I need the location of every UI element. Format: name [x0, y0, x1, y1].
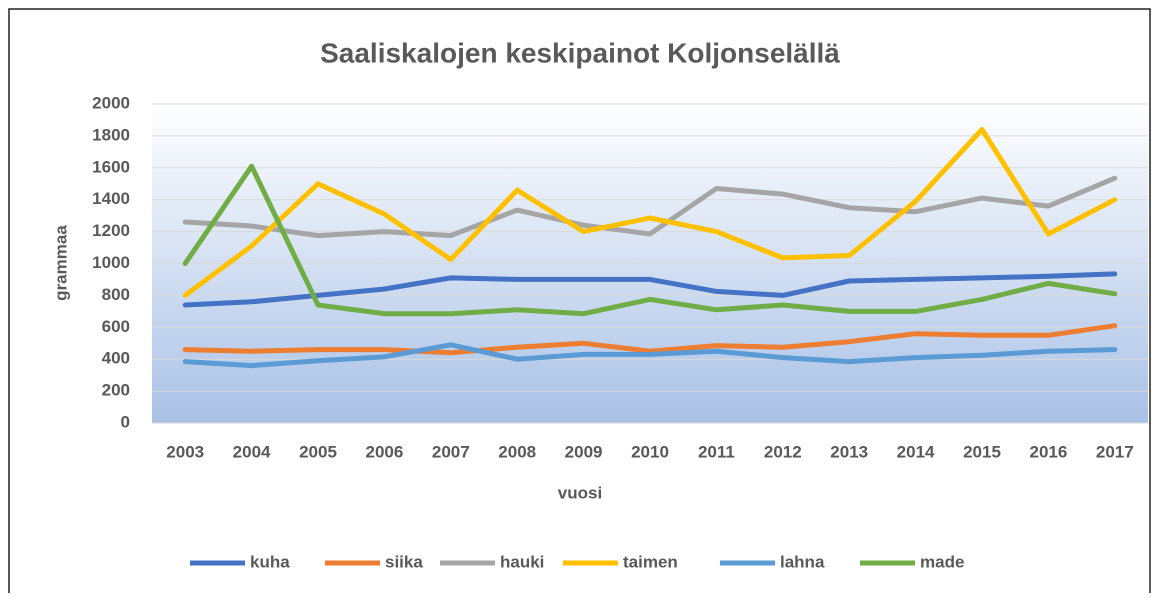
y-tick-label: 1400	[92, 189, 130, 208]
x-tick-label: 2007	[432, 442, 470, 461]
x-tick-label: 2016	[1029, 442, 1067, 461]
x-tick-label: 2012	[764, 442, 802, 461]
y-tick-label: 400	[102, 349, 130, 368]
x-tick-label: 2003	[166, 442, 204, 461]
series-line	[182, 175, 1118, 239]
x-tick-label: 2015	[963, 442, 1001, 461]
series-line	[182, 323, 1118, 356]
legend-label: siika	[385, 552, 423, 571]
series-line	[182, 163, 1118, 317]
y-tick-label: 0	[121, 412, 130, 431]
y-tick-label: 800	[102, 285, 130, 304]
x-axis-label: vuosi	[558, 483, 602, 502]
y-axis-label: grammaa	[51, 225, 70, 301]
x-tick-label: 2011	[698, 442, 735, 461]
x-tick-label: 2009	[565, 442, 603, 461]
x-tick-label: 2005	[299, 442, 337, 461]
legend-label: made	[920, 552, 964, 571]
legend-label: hauki	[500, 552, 544, 571]
x-tick-label: 2014	[897, 442, 935, 461]
x-tick-label: 2008	[498, 442, 536, 461]
series-line	[182, 342, 1118, 369]
x-tick-label: 2010	[631, 442, 669, 461]
x-tick-label: 2013	[830, 442, 868, 461]
legend-label: taimen	[623, 552, 678, 571]
legend-label: lahna	[780, 552, 825, 571]
y-tick-label: 600	[102, 317, 130, 336]
x-tick-label: 2017	[1096, 442, 1134, 461]
chart-border	[8, 8, 1151, 593]
x-tick-label: 2004	[233, 442, 271, 461]
chart-title: Saaliskalojen keskipainot Koljonselällä	[320, 37, 840, 68]
legend-label: kuha	[250, 552, 290, 571]
y-tick-label: 2000	[92, 93, 130, 112]
series-line	[182, 271, 1118, 308]
y-tick-label: 1800	[92, 125, 130, 144]
y-tick-label: 1600	[92, 157, 130, 176]
series-line	[182, 127, 1118, 298]
x-tick-label: 2006	[365, 442, 403, 461]
y-tick-label: 200	[102, 381, 130, 400]
y-tick-label: 1000	[92, 253, 130, 272]
y-tick-label: 1200	[92, 221, 130, 240]
